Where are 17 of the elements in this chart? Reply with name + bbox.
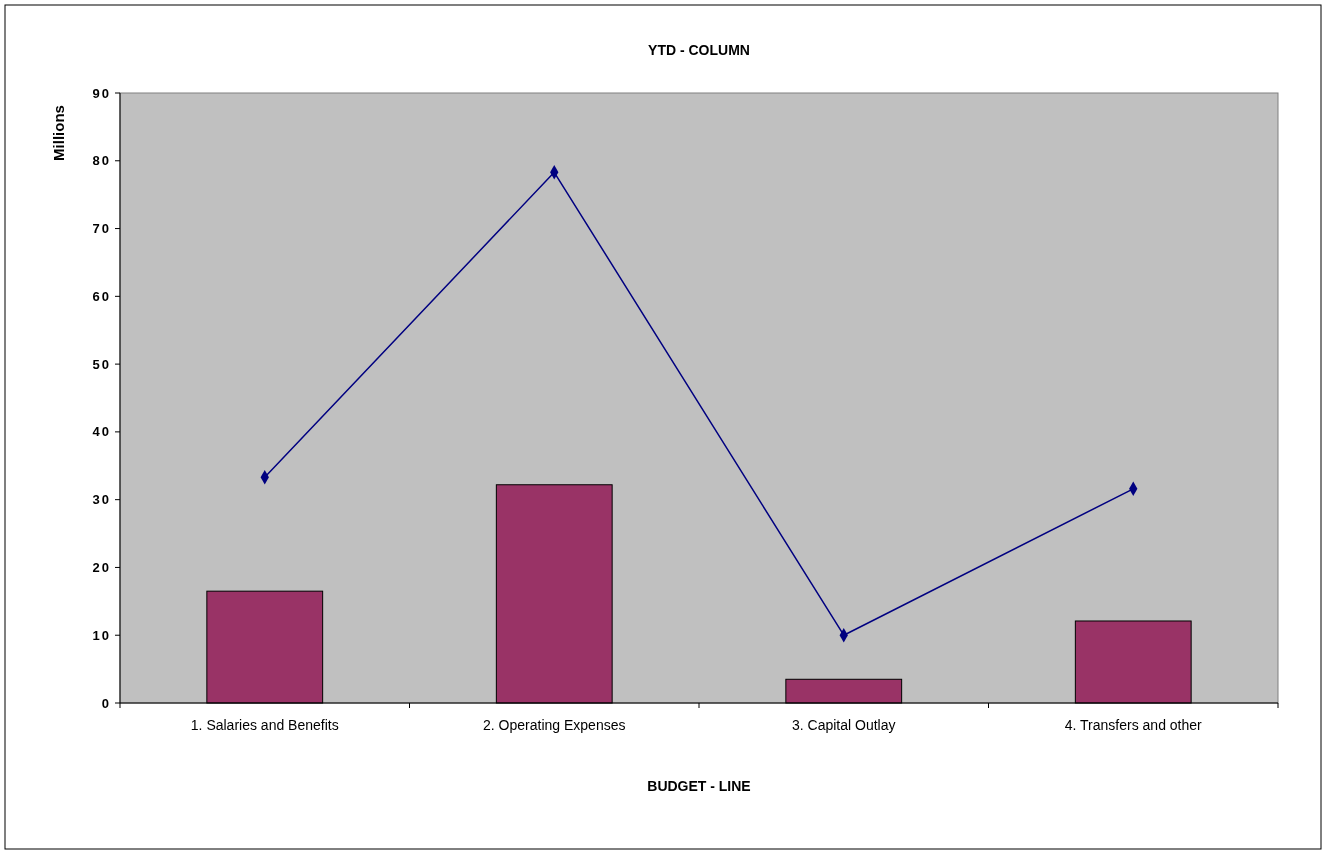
x-axis-title: BUDGET - LINE (647, 778, 751, 794)
x-tick-label: 1. Salaries and Benefits (190, 717, 339, 733)
y-tick-label: 20 (92, 559, 111, 575)
y-tick-label: 60 (92, 288, 111, 304)
y-tick-label: 80 (92, 153, 111, 169)
x-tick-label: 2. Operating Expenses (483, 717, 626, 733)
y-tick-label: 40 (92, 424, 111, 440)
y-tick-label: 30 (92, 492, 111, 508)
y-tick-label: 90 (92, 85, 111, 101)
y-tick-label: 70 (92, 221, 111, 237)
y-tick-label: 10 (92, 627, 111, 643)
chart-title: YTD - COLUMN (648, 42, 750, 58)
y-tick-label: 50 (92, 356, 111, 372)
y-axis-title: Millions (50, 105, 67, 161)
y-tick-label: 0 (101, 695, 111, 711)
x-tick-label: 4. Transfers and other (1064, 717, 1203, 733)
x-tick-label: 3. Capital Outlay (792, 717, 896, 733)
